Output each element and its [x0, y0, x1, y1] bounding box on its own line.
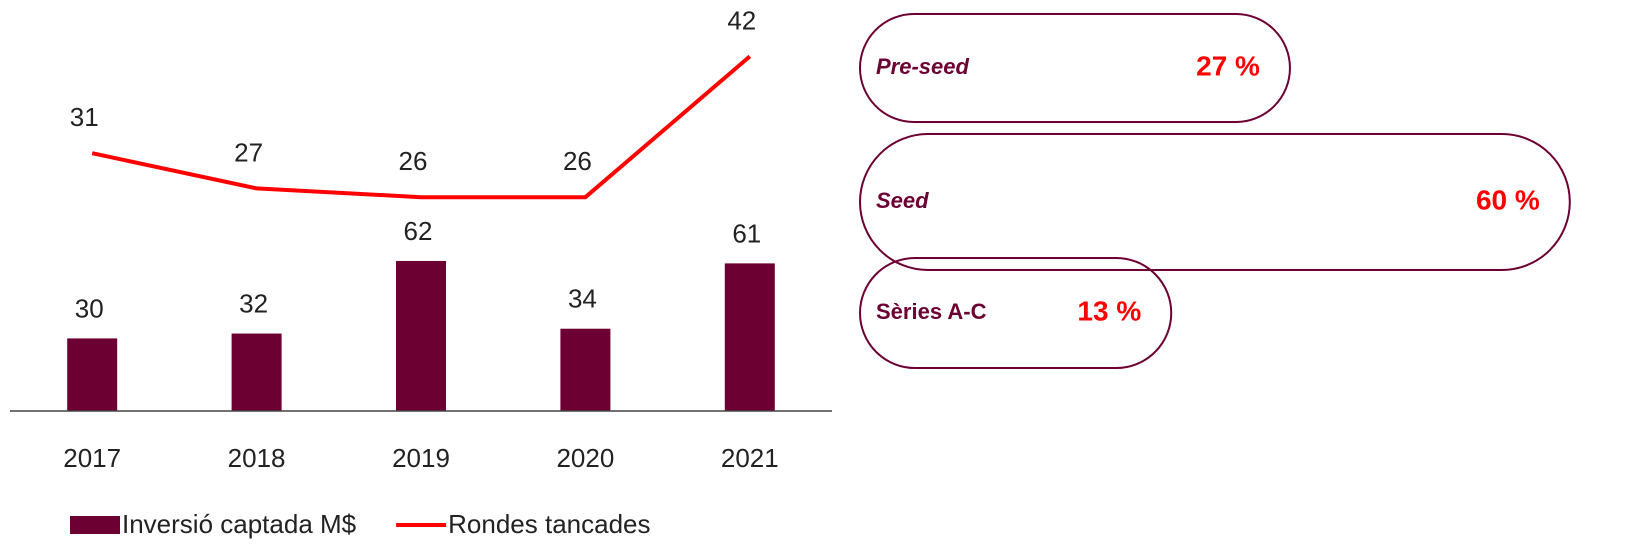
x-tick-label: 2017 — [63, 443, 121, 473]
legend-label: Rondes tancades — [448, 509, 650, 539]
bar — [67, 338, 118, 411]
data-label: 26 — [563, 146, 592, 176]
pill-value: 27 % — [1196, 50, 1260, 81]
pill-name: Sèries A-C — [876, 299, 987, 324]
pill — [859, 13, 1291, 123]
data-label: 34 — [568, 284, 597, 314]
data-label: 27 — [234, 137, 263, 167]
bar — [396, 260, 446, 411]
pill-name: Seed — [876, 188, 929, 213]
line — [91, 54, 752, 200]
data-label: 42 — [727, 5, 756, 35]
data-label: 31 — [70, 102, 99, 132]
legend-label: Inversió captada M$ — [122, 509, 357, 539]
legend-swatch — [70, 516, 120, 534]
pill-name: Pre-seed — [876, 54, 970, 79]
pill — [859, 257, 1173, 369]
x-tick-label: 2018 — [228, 443, 286, 473]
data-label: 62 — [404, 216, 433, 246]
data-label: 26 — [399, 146, 428, 176]
pill-value: 13 % — [1077, 295, 1141, 326]
data-label: 32 — [239, 288, 268, 318]
pill-value: 60 % — [1476, 184, 1540, 215]
pill — [859, 133, 1571, 271]
bar — [560, 328, 611, 411]
bar — [231, 333, 282, 411]
x-tick-label: 2020 — [556, 443, 614, 473]
data-label: 61 — [732, 218, 761, 248]
x-tick-label: 2021 — [721, 443, 779, 473]
bar — [724, 263, 775, 411]
data-label: 30 — [75, 293, 104, 323]
x-tick-label: 2019 — [392, 443, 450, 473]
